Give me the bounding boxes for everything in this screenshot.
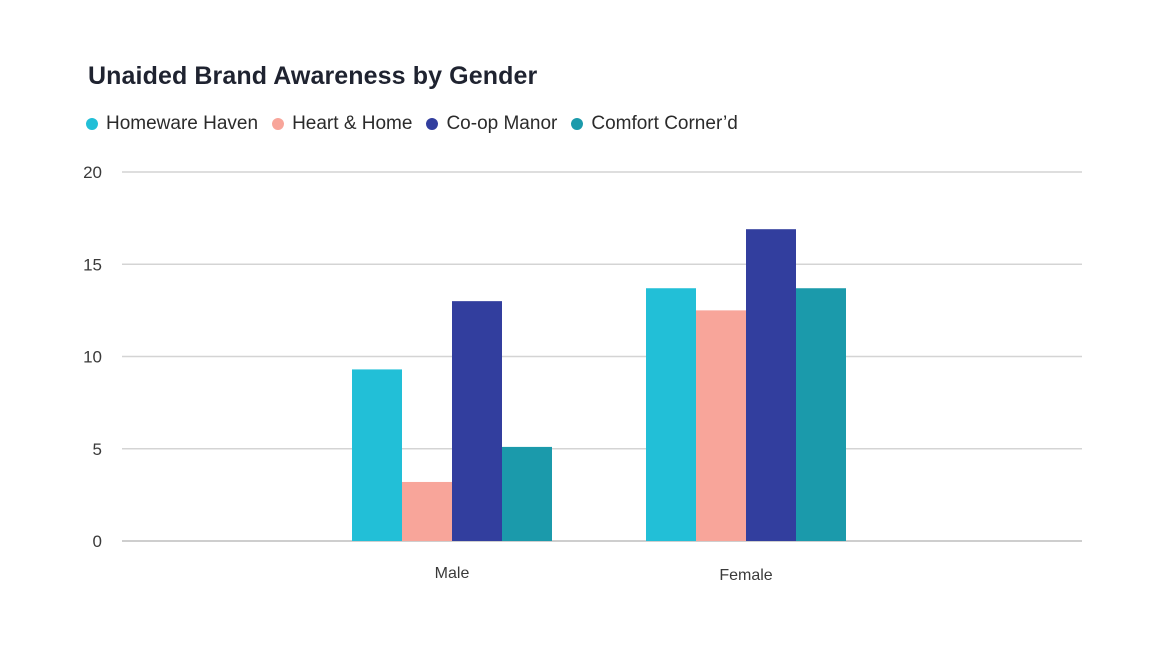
legend-swatch [426,118,439,130]
legend-label: Comfort Corner’d [591,113,738,134]
bar [696,310,746,541]
bar [502,446,552,541]
legend-label: Homeware Haven [106,113,259,134]
y-tick-label: 5 [93,440,102,459]
y-tick-label: 0 [93,532,102,551]
x-tick-label: Female [719,567,772,584]
legend-swatch [571,118,584,130]
legend-swatch [86,118,98,130]
bar [352,369,402,541]
x-tick-label: Male [435,565,470,582]
legend-item: Heart & Home [272,113,412,135]
bar [796,288,846,541]
legend-item: Comfort Corner’d [571,113,738,135]
legend: Homeware Haven Heart & Home Co-op Manor Com… [86,113,752,135]
bar [402,481,452,541]
legend-label: Co-op Manor [446,113,558,134]
bar [452,301,502,541]
legend-label: Heart & Home [292,113,413,134]
legend-swatch [272,118,285,130]
y-tick-label: 10 [83,348,102,367]
bar [746,229,796,541]
y-tick-label: 20 [83,163,102,182]
y-tick-label: 15 [83,255,102,274]
bar [646,288,696,541]
legend-item: Co-op Manor [426,113,557,135]
legend-item: Homeware Haven [86,113,258,135]
chart-title: Unaided Brand Awareness by Gender [88,62,538,90]
